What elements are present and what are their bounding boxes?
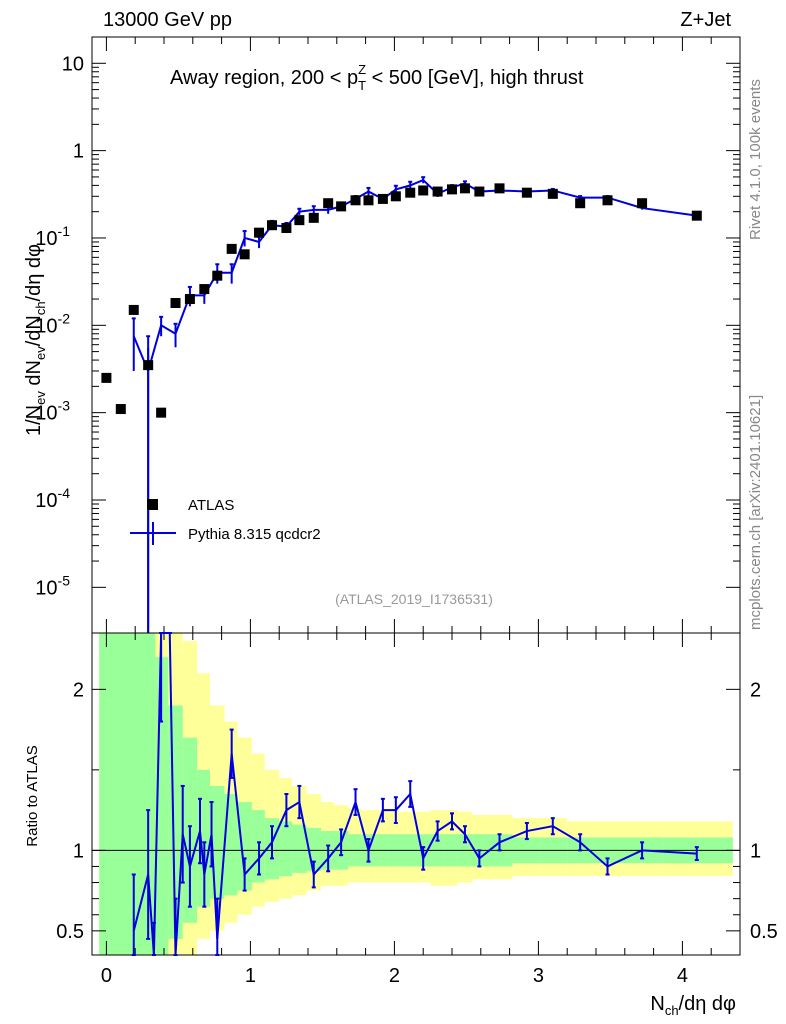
data-marker (254, 227, 265, 238)
mcplots-label: mcplots.cern.ch [arXiv:2401.10621] (747, 395, 764, 630)
x-axis-label: Nch/dη dφ (650, 993, 736, 1018)
data-marker (363, 195, 374, 206)
data-marker (602, 195, 613, 206)
legend-data-marker (147, 499, 158, 510)
data-marker (547, 188, 558, 199)
ratio-ytick-label-right: 1 (750, 840, 761, 862)
data-marker (459, 183, 470, 194)
data-marker (128, 304, 139, 315)
data-marker (691, 210, 702, 221)
data-marker (115, 404, 126, 415)
main-ytick-label: 10-5 (35, 572, 70, 599)
band-inner-bin (279, 821, 293, 877)
xtick-label: 1 (245, 965, 256, 987)
ratio-ytick-label-right: 2 (750, 679, 761, 701)
analysis-tag: (ATLAS_2019_I1736531) (335, 591, 493, 607)
ratio-ytick-label-right: 0.5 (750, 921, 778, 943)
ratio-ytick-label: 2 (73, 679, 84, 701)
data-marker (390, 191, 401, 202)
header-process: Z+Jet (680, 9, 731, 31)
data-marker (494, 183, 505, 194)
xtick-label: 3 (533, 965, 544, 987)
main-ytick-label: 10-3 (35, 398, 70, 425)
data-marker (350, 195, 361, 206)
data-marker (377, 193, 388, 204)
data-marker (170, 298, 181, 309)
ratio-ytick-label: 1 (73, 840, 84, 862)
data-marker (239, 249, 250, 260)
main-frame-border (91, 36, 741, 634)
data-marker (267, 220, 277, 231)
band-inner-bin (292, 824, 307, 873)
data-marker (199, 284, 210, 295)
data-marker (474, 186, 485, 197)
data-marker (447, 184, 457, 195)
ratio-uncertainty-bands (99, 633, 733, 955)
data-marker (418, 185, 429, 196)
data-marker (336, 201, 347, 212)
data-marker (405, 187, 416, 198)
main-ytick-label: 10 (62, 53, 84, 75)
data-marker (521, 187, 532, 198)
ratio-frame-border (91, 632, 741, 956)
data-marker (156, 407, 167, 418)
rivet-label: Rivet 4.1.0, 100k events (747, 79, 764, 240)
data-marker (294, 215, 305, 226)
xtick-label: 2 (389, 965, 400, 987)
legend-data-label: ATLAS (188, 497, 234, 514)
data-marker (637, 198, 648, 209)
header-energy: 13000 GeV pp (103, 9, 232, 31)
ratio-ylabel: Ratio to ATLAS (24, 745, 41, 846)
data-marker (575, 198, 586, 209)
data-marker (212, 270, 223, 281)
data-marker (281, 223, 292, 234)
band-inner-bin (140, 633, 156, 955)
main-ytick-label: 1 (73, 141, 84, 163)
data-marker (308, 212, 319, 223)
data-marker (143, 360, 154, 371)
band-inner-bin (113, 633, 128, 955)
data-marker (323, 198, 334, 209)
data-marker (226, 243, 237, 254)
legend-mc-label: Pythia 8.315 qcdcr2 (188, 526, 321, 543)
ratio-mc-line (132, 632, 697, 956)
main-ylabel: 1/Nev dNev/dNch/dη dφ (23, 244, 48, 436)
data-marker (184, 294, 195, 305)
data-marker (101, 372, 112, 383)
ratio-panel: 0.5 0.5 1 1 2 2 0 1 2 3 4 (56, 632, 778, 987)
band-inner-bin (128, 633, 141, 955)
data-marker (432, 186, 443, 197)
band-inner-bin (237, 802, 252, 891)
main-ytick-label: 10-4 (35, 485, 70, 512)
xtick-label: 0 (101, 965, 112, 987)
band-inner-bin (99, 633, 114, 955)
xtick-label: 4 (677, 965, 688, 987)
plot-title: Away region, 200 < pZ T < 500 [GeV], high… (170, 62, 584, 93)
ratio-ytick-label: 0.5 (56, 921, 84, 943)
band-inner-bin (224, 794, 238, 896)
